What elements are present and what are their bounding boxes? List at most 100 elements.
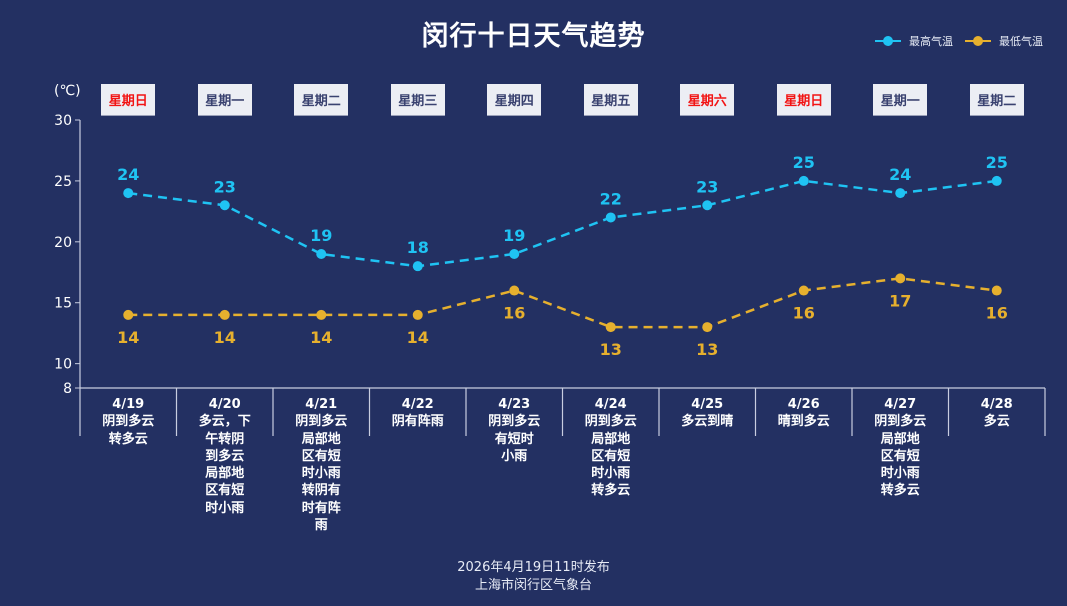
low-temp-point — [991, 285, 1002, 296]
low-temp-label: 16 — [793, 304, 815, 323]
low-temp-label: 16 — [503, 304, 525, 323]
y-tick-label: 8 — [63, 381, 72, 397]
date-label: 4/22 — [401, 397, 434, 412]
high-temp-label: 19 — [503, 226, 525, 245]
day-column: 4/27 阴到多云 局部地 区有短 时小雨 转多云 — [852, 396, 949, 500]
y-tick-label: 30 — [54, 113, 72, 129]
weather-description-line: 午转阴 — [205, 431, 245, 447]
date-label: 4/26 — [787, 397, 820, 412]
date-label: 4/24 — [594, 397, 627, 412]
weekday-label: 星期一 — [197, 84, 252, 115]
day-column: 4/25 多云到晴 — [659, 396, 756, 431]
weather-description-line: 区有短 — [301, 448, 341, 464]
date-label: 4/25 — [691, 397, 724, 412]
weather-description-line: 时有阵 — [301, 500, 341, 516]
weekday-label: 星期二 — [969, 84, 1024, 115]
weather-description-line: 多云，下 — [198, 414, 251, 430]
legend-item-low[interactable]: 最低气温 — [965, 33, 1043, 49]
high-temp-point — [605, 212, 616, 223]
legend-marker-icon — [965, 36, 991, 46]
weather-description-line: 时小雨 — [205, 500, 245, 516]
publish-time: 2026年4月19日11时发布 — [457, 560, 610, 575]
date-label: 4/21 — [305, 397, 338, 412]
weather-description-line: 小雨 — [501, 448, 528, 464]
weather-description-line: 转阴有 — [301, 483, 341, 499]
legend-item-high[interactable]: 最高气温 — [875, 33, 953, 49]
weather-description-line: 局部地 — [301, 431, 341, 447]
weekday-label: 星期一 — [873, 84, 928, 115]
low-temp-label: 14 — [310, 328, 332, 347]
weather-description-line: 雨 — [314, 518, 328, 534]
weekday-label: 星期三 — [390, 84, 445, 115]
legend-label: 最高气温 — [909, 35, 953, 48]
high-temp-label: 23 — [214, 177, 236, 196]
weather-description-line: 到多云 — [205, 448, 245, 464]
high-temp-point — [123, 188, 134, 199]
weather-description-line: 局部地 — [591, 431, 631, 447]
high-temp-label: 24 — [117, 165, 139, 184]
low-temp-point — [316, 309, 327, 320]
weather-description-line: 阴到多云 — [488, 414, 541, 430]
low-temp-point — [605, 322, 616, 333]
day-column: 4/28 多云 — [949, 396, 1046, 431]
date-label: 4/19 — [112, 397, 145, 412]
weather-description-line: 多云到晴 — [681, 414, 734, 430]
weather-description-line: 阴到多云 — [584, 414, 637, 430]
low-temp-point — [895, 273, 906, 284]
high-temp-label: 23 — [696, 177, 718, 196]
date-label: 4/23 — [498, 397, 531, 412]
low-temp-point — [412, 309, 423, 320]
publisher: 上海市闵行区气象台 — [474, 578, 592, 593]
legend: 最高气温 最低气温 — [863, 33, 1043, 49]
date-label: 4/28 — [980, 397, 1013, 412]
high-temp-label: 18 — [407, 238, 429, 257]
footer: 2026年4月19日11时发布 上海市闵行区气象台 — [0, 559, 1067, 595]
high-temp-point — [702, 200, 713, 211]
weather-description-line: 局部地 — [880, 431, 920, 447]
weather-description-line: 阴有阵雨 — [391, 414, 444, 430]
weekday-label: 星期五 — [583, 84, 638, 115]
high-temp-point — [991, 175, 1002, 186]
weather-description-line: 阴到多云 — [295, 414, 348, 430]
high-temp-point — [509, 249, 520, 259]
weather-description-line: 晴到多云 — [777, 414, 830, 430]
weather-description-line: 区有短 — [880, 448, 920, 464]
weather-description-line: 时小雨 — [880, 466, 920, 482]
weather-description-line: 转多云 — [591, 483, 631, 499]
chart-title: 闵行十日天气趋势 — [421, 21, 646, 52]
high-temp-line — [128, 179, 997, 268]
date-label: 4/20 — [208, 397, 241, 412]
weekday-label: 星期日 — [101, 84, 156, 115]
weather-description-line: 区有短 — [591, 448, 631, 464]
legend-marker-icon — [875, 36, 901, 46]
low-temp-point — [702, 322, 713, 333]
high-temp-label: 22 — [600, 189, 622, 208]
high-temp-point — [895, 188, 906, 199]
weather-description-line: 时小雨 — [301, 466, 341, 482]
weather-description-line: 转多云 — [108, 431, 148, 447]
high-temp-point — [798, 175, 809, 186]
low-temp-label: 14 — [117, 328, 139, 347]
weather-description-line: 有短时 — [494, 431, 534, 447]
weather-description-line: 局部地 — [205, 466, 245, 482]
low-temp-label: 16 — [986, 304, 1008, 323]
weekday-label: 星期二 — [294, 84, 349, 115]
weather-description-line: 多云 — [983, 414, 1010, 430]
low-temp-point — [219, 309, 230, 320]
y-axis-unit: (℃) — [54, 83, 81, 99]
high-temp-label: 25 — [986, 153, 1008, 172]
low-temp-label: 13 — [600, 340, 622, 359]
high-temp-point — [412, 261, 423, 272]
high-temp-point — [316, 249, 327, 259]
high-temp-label: 25 — [793, 153, 815, 172]
day-column: 4/26 晴到多云 — [756, 396, 853, 431]
low-temp-label: 17 — [889, 291, 911, 310]
day-column: 4/23 阴到多云 有短时 小雨 — [466, 396, 563, 465]
weather-description-line: 转多云 — [880, 483, 920, 499]
y-tick-label: 25 — [54, 174, 72, 190]
day-column: 4/24 阴到多云 局部地 区有短 时小雨 转多云 — [563, 396, 660, 500]
weather-description-line: 阴到多云 — [102, 414, 155, 430]
y-tick-label: 15 — [54, 296, 72, 312]
day-column: 4/22 阴有阵雨 — [370, 396, 467, 431]
